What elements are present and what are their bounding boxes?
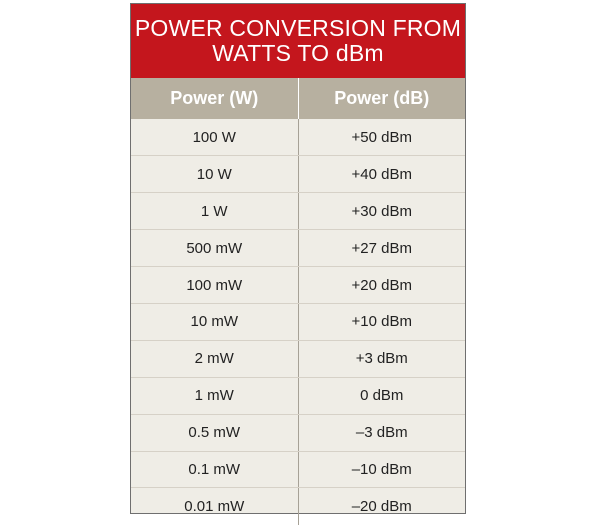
watts-cell: 2 mW (131, 340, 299, 378)
watts-cell: 1 mW (131, 377, 299, 415)
table-row: 100 W +50 dBm (131, 119, 465, 157)
table-row: 500 mW +27 dBm (131, 229, 465, 268)
watts-cell: 10 mW (131, 303, 299, 341)
watts-cell: 100 mW (131, 266, 299, 304)
watts-cell: 0.1 mW (131, 451, 299, 489)
watts-cell: 100 W (131, 119, 299, 157)
table-row: 1 W +30 dBm (131, 192, 465, 231)
table-title-line-1: POWER CONVERSION FROM (134, 15, 462, 41)
table-row: 0.01 mW –20 dBm (131, 487, 465, 525)
dbm-cell: –10 dBm (298, 451, 465, 489)
table-title-line-2: WATTS TO dBm (212, 40, 384, 66)
dbm-cell: +30 dBm (298, 192, 465, 231)
watts-cell: 10 W (131, 155, 299, 194)
dbm-cell: 0 dBm (298, 377, 465, 415)
column-header-watts: Power (W) (131, 78, 299, 119)
table-row: 1 mW 0 dBm (131, 377, 465, 415)
column-header-dbm: Power (dB) (334, 88, 430, 108)
dbm-cell: +27 dBm (298, 229, 465, 268)
table-row: 100 mW +20 dBm (131, 266, 465, 304)
watts-cell: 0.01 mW (131, 487, 299, 525)
watts-cell: 500 mW (131, 229, 299, 268)
dbm-cell: +50 dBm (298, 119, 465, 157)
dbm-cell: +10 dBm (298, 303, 465, 341)
table-row: 10 mW +10 dBm (131, 303, 465, 341)
watts-cell: 1 W (131, 192, 299, 231)
dbm-cell: +40 dBm (298, 155, 465, 194)
conversion-table-card: POWER CONVERSION FROM WATTS TO dBm Power… (130, 3, 466, 525)
dbm-cell: +3 dBm (298, 340, 465, 378)
dbm-cell: +20 dBm (298, 266, 465, 304)
table-row: 0.1 mW –10 dBm (131, 451, 465, 489)
dbm-cell: –20 dBm (351, 498, 412, 516)
header-row: Power (W) Power (dB) (131, 78, 465, 119)
table-row: 0.5 mW –3 dBm (131, 414, 465, 452)
table-title: POWER CONVERSION FROM WATTS TO dBm (131, 4, 465, 78)
table-row: 10 W +40 dBm (131, 155, 465, 194)
table-row: 2 mW +3 dBm (131, 340, 465, 378)
watts-cell: 0.5 mW (131, 414, 299, 452)
dbm-cell: –3 dBm (298, 414, 465, 452)
conversion-table: Power (W) Power (dB) 100 W +50 dBm 10 W … (131, 78, 465, 525)
